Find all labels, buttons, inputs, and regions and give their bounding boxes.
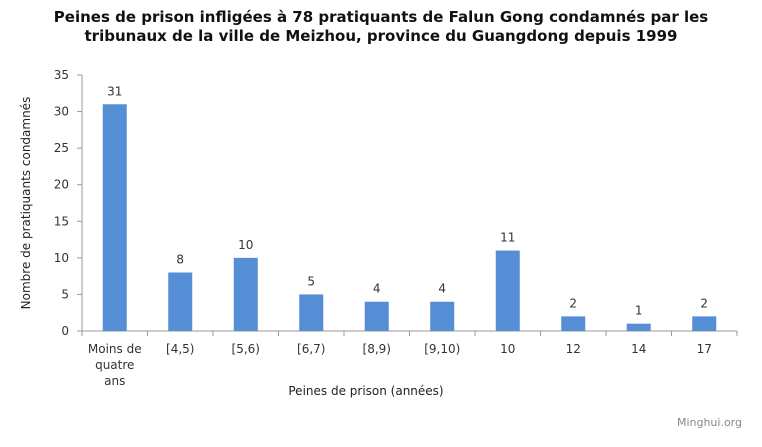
bar <box>364 301 389 331</box>
bar <box>692 316 717 331</box>
chart-title-line-2: tribunaux de la ville de Meizhou, provin… <box>84 27 678 45</box>
y-tick-label: 20 <box>54 178 69 192</box>
bar <box>168 272 193 331</box>
x-tick-label: Moins de quatre ans <box>88 342 142 388</box>
x-tick-label: 14 <box>631 342 646 356</box>
y-tick-label: 25 <box>54 141 69 155</box>
data-label: 10 <box>238 238 253 252</box>
x-tick-label: 10 <box>500 342 515 356</box>
x-axis <box>81 330 738 336</box>
bar <box>233 257 258 331</box>
y-axis: 0 5 10 15 20 25 30 35 <box>54 68 83 338</box>
data-label: 5 <box>307 274 315 288</box>
bar <box>561 316 586 331</box>
data-label: 2 <box>569 296 577 310</box>
bar <box>102 104 127 331</box>
data-label: 1 <box>635 304 643 318</box>
bar <box>626 323 651 331</box>
chart-title-line-1: Peines de prison infligées à 78 pratiqua… <box>53 8 709 26</box>
y-tick-label: 35 <box>54 68 69 82</box>
x-tick-label: [5,6) <box>232 342 260 356</box>
bar <box>495 250 520 331</box>
data-label: 4 <box>438 282 446 296</box>
y-tick-label: 15 <box>54 214 69 228</box>
y-tick-label: 30 <box>54 105 69 119</box>
y-tick-label: 10 <box>54 251 69 265</box>
x-tick-labels: Moins de quatre ans [4,5) [5,6) [6,7) [8,9) [9,… <box>88 342 712 388</box>
bar-series <box>102 104 717 331</box>
x-tick-label: [6,7) <box>297 342 325 356</box>
y-tick-label: 5 <box>61 287 69 301</box>
data-label: 2 <box>700 296 708 310</box>
data-label: 11 <box>500 231 515 245</box>
x-axis-title: Peines de prison (années) <box>288 384 443 398</box>
x-tick-label: [9,10) <box>424 342 460 356</box>
chart-title: Peines de prison infligées à 78 pratiqua… <box>0 8 762 46</box>
bar <box>299 294 324 331</box>
data-label: 31 <box>107 84 122 98</box>
x-tick-label: [8,9) <box>363 342 391 356</box>
x-tick-label: [4,5) <box>166 342 194 356</box>
data-labels: 31 8 10 5 4 4 11 2 1 2 <box>107 84 708 317</box>
y-tick-label: 0 <box>61 324 69 338</box>
bar <box>430 301 455 331</box>
data-label: 4 <box>373 282 381 296</box>
data-label: 8 <box>176 252 184 266</box>
y-axis-title: Nombre de pratiquants condamnés <box>19 97 33 310</box>
x-tick-label: 17 <box>697 342 712 356</box>
x-tick-label: 12 <box>566 342 581 356</box>
watermark: Minghui.org <box>676 416 742 429</box>
